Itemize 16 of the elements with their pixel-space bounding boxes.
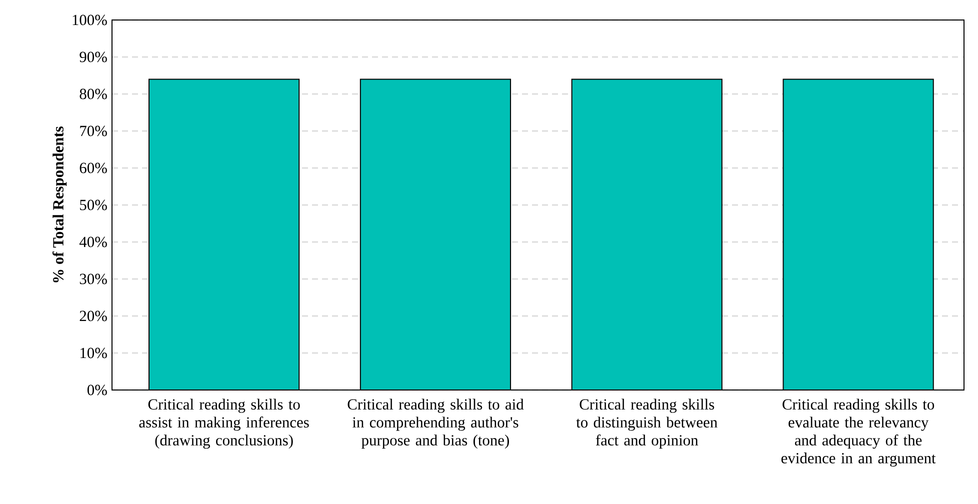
x-tick-label: Critical reading skills to distinguish between fact and opinion: [576, 398, 718, 449]
y-tick-label: 70%: [80, 126, 107, 136]
y-tick-label: 40%: [79, 236, 107, 248]
y-tick-label: 20%: [80, 310, 107, 322]
x-tick-label: Critical reading skills to evaluate the relevancy and adequacy of the evidence in an argument: [781, 398, 936, 467]
y-tick-label: 0%: [87, 384, 107, 396]
y-tick-label: 100%: [72, 14, 107, 26]
y-tick-label: 30%: [80, 274, 107, 284]
y-axis-title: % of Total Respondents: [52, 126, 67, 282]
y-tick-label: 50%: [80, 200, 107, 210]
y-tick-label: 60%: [80, 162, 107, 174]
y-tick-label: 10%: [80, 348, 107, 358]
x-tick-label: Critical reading skills to aid in comprehending author's purpose and bias (tone): [348, 398, 524, 449]
y-tick-label: 90%: [80, 52, 107, 62]
x-tick-label: Critical reading skills to assist in making inferences (drawing conclusions): [139, 398, 309, 449]
y-tick-label: 80%: [80, 88, 107, 100]
